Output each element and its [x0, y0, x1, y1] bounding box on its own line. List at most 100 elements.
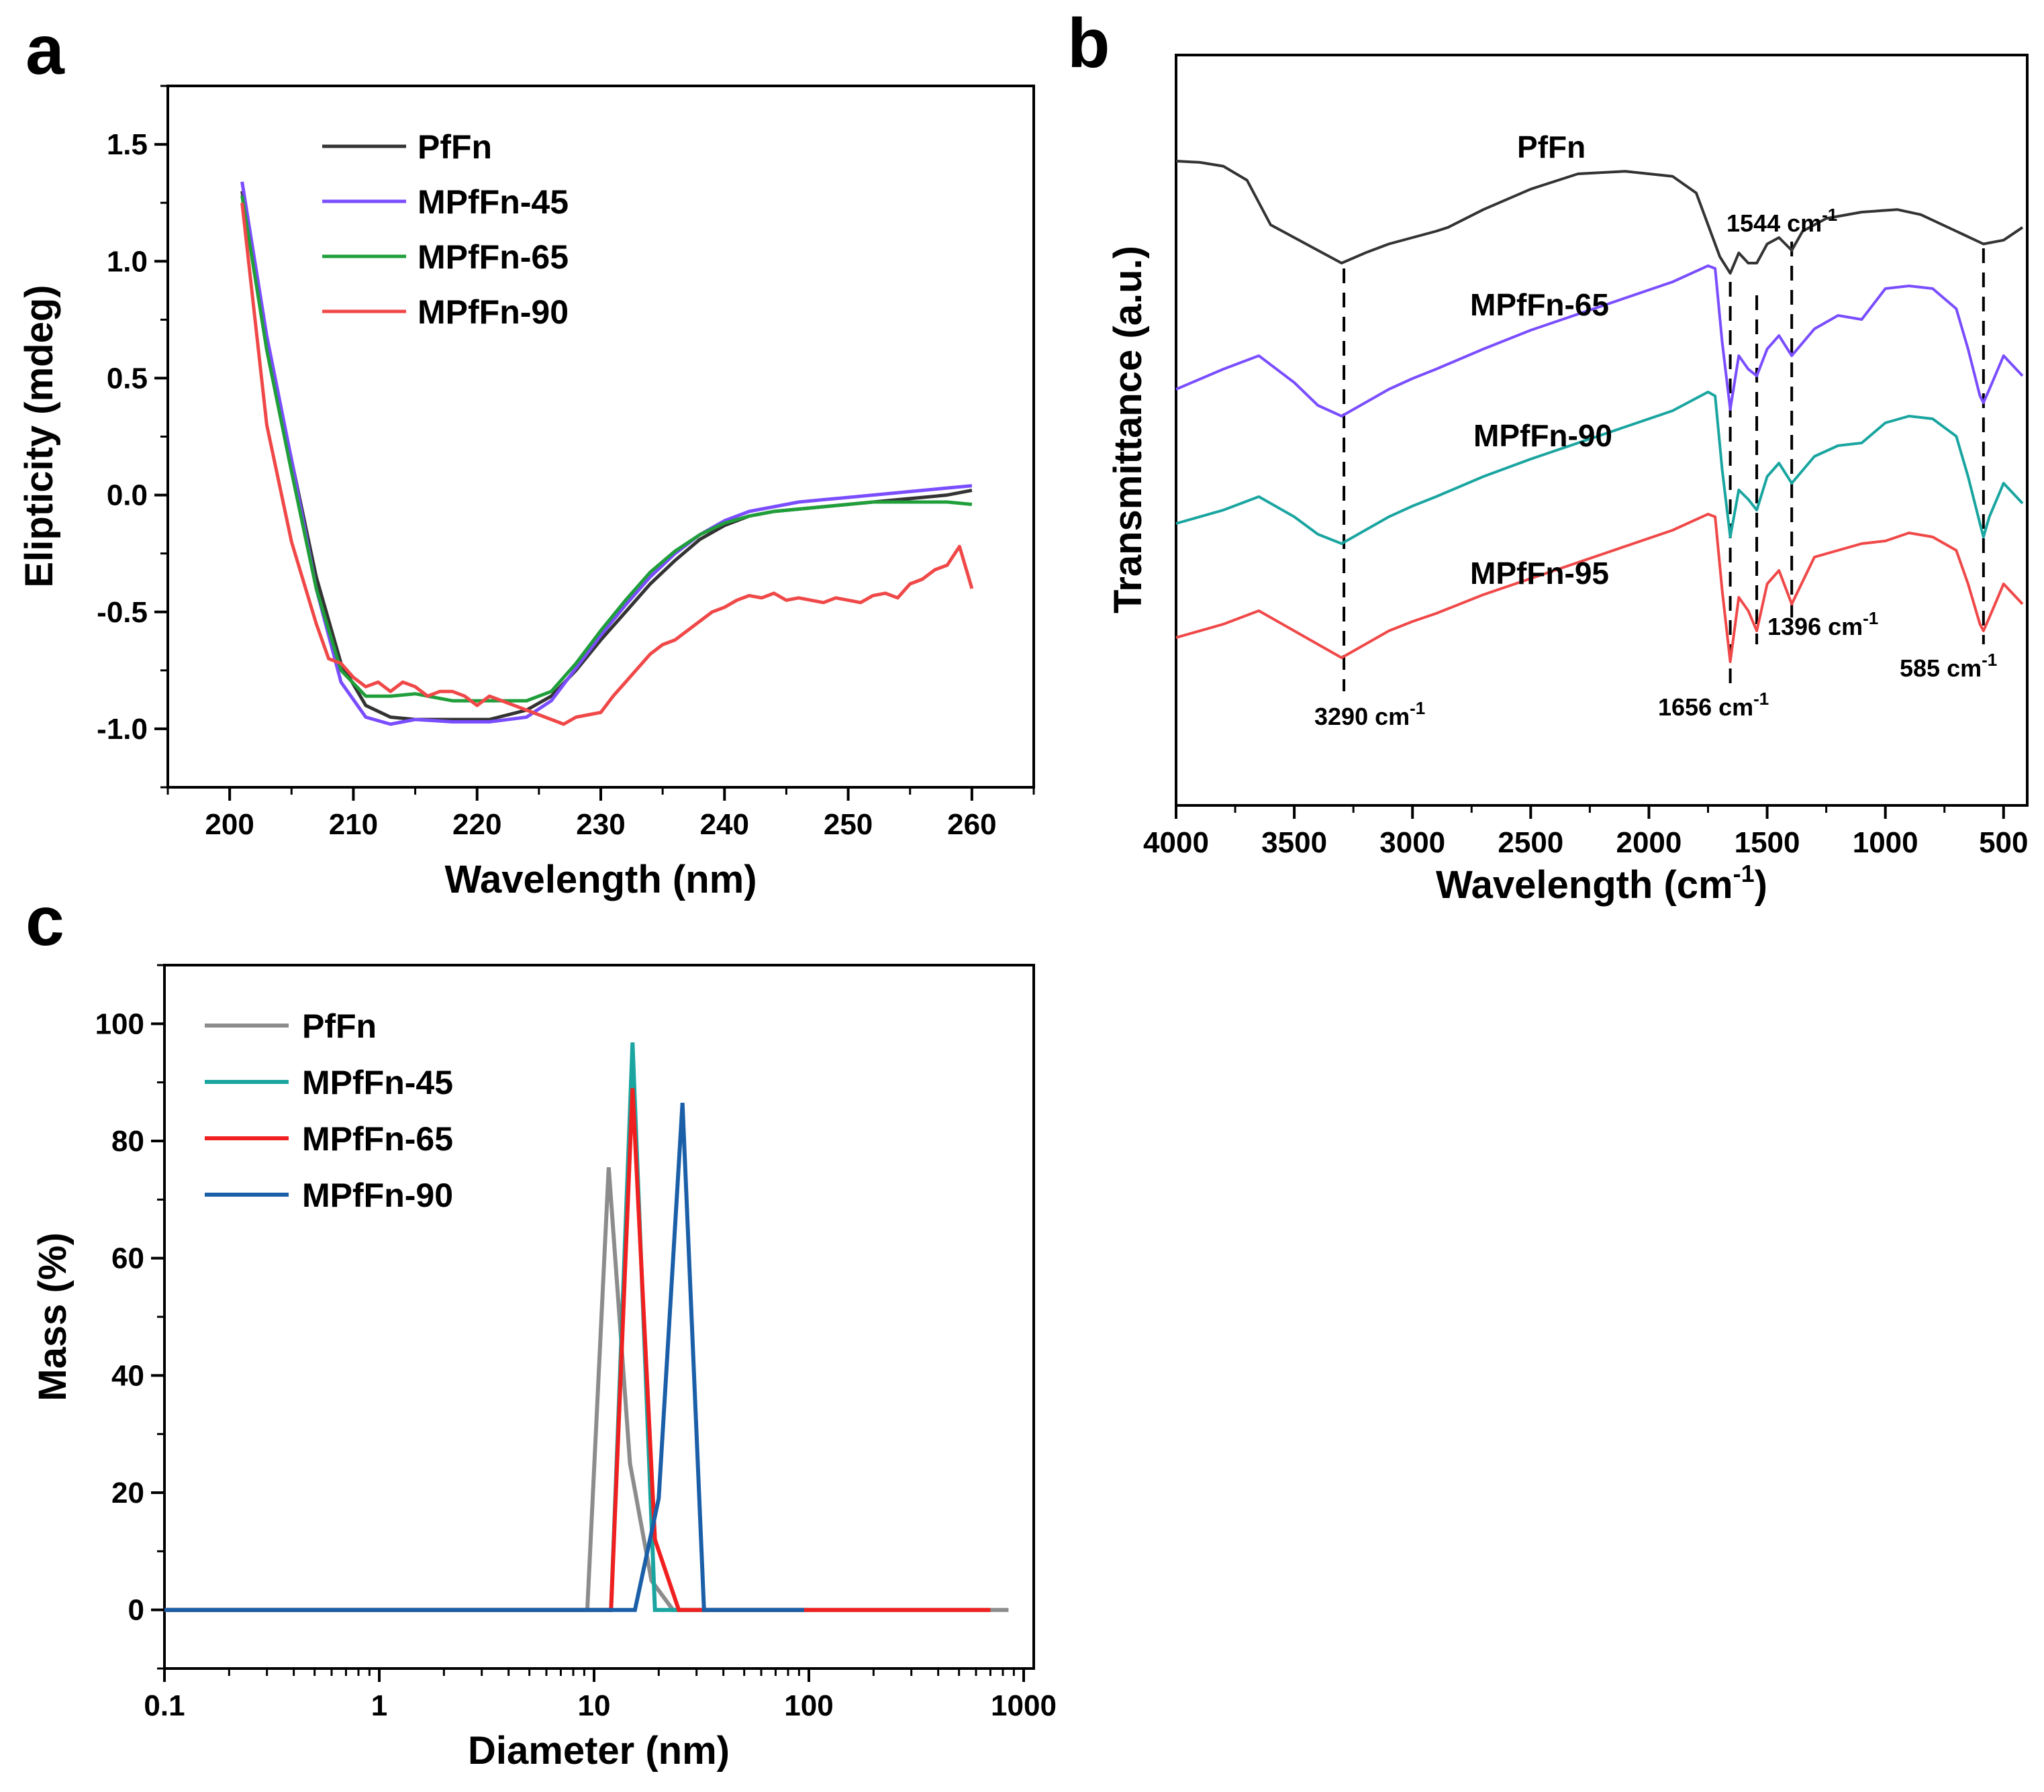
chart-panel-a: 200 210 220 230 240 250 260 -1.0 -0.5 0.0 0.5 1.0 1.… — [17, 85, 1035, 901]
y-tick-label-c-60: 60 — [111, 1242, 144, 1275]
legend-c: PfFn MPfFn-45 MPfFn-65 MPfFn-90 — [205, 1007, 453, 1214]
series-line-c-mpffn-90 — [164, 1103, 804, 1612]
trace-label-b-mpffn-95: MPfFn-95 — [1470, 556, 1609, 591]
y-axis-title-a: Elipticity (mdeg) — [17, 285, 61, 587]
y-tick-label-a-0: -1.0 — [97, 713, 148, 746]
legend-label-c-mpffn-90: MPfFn-90 — [302, 1177, 453, 1214]
x-tick-label-a-240: 240 — [700, 808, 749, 841]
x-tick-label-a-200: 200 — [205, 808, 254, 841]
x-axis-title-c: Diameter (nm) — [468, 1729, 730, 1773]
chart-panel-b: 4000 3500 3000 2500 2000 1500 1000 500 PfFn MPfF… — [1106, 54, 2029, 907]
x-tick-label-a-210: 210 — [329, 808, 378, 841]
annotation-1396: 1396 cm-1 — [1767, 608, 1878, 640]
annotation-text-1544: 1544 cm — [1726, 209, 1822, 237]
y-tick-label-c-80: 80 — [111, 1125, 144, 1158]
series-line-b-mpffn-90 — [1175, 391, 2024, 545]
x-tick-label-b-1000: 1000 — [1853, 826, 1918, 859]
y-tick-label-a-2: 0.0 — [107, 479, 148, 512]
x-axis-title-a: Wavelength (nm) — [444, 858, 757, 901]
x-tick-label-c-1: 1 — [371, 1689, 387, 1722]
x-tick-label-b-500: 500 — [1979, 826, 2028, 859]
annotation-text-585: 585 cm — [1900, 654, 1982, 682]
y-tick-label-c-40: 40 — [111, 1359, 144, 1392]
x-tick-label-b-1500: 1500 — [1735, 826, 1800, 859]
annotation-3290: 3290 cm-1 — [1314, 698, 1425, 730]
x-tick-label-b-2500: 2500 — [1498, 826, 1563, 859]
annotation-1656: 1656 cm-1 — [1658, 689, 1769, 721]
annotation-sup-1544: -1 — [1822, 205, 1837, 225]
x-tick-label-c-2: 10 — [578, 1689, 611, 1722]
trace-label-b-mpffn-65: MPfFn-65 — [1470, 287, 1609, 322]
x-tick-label-a-250: 250 — [824, 808, 873, 841]
y-axis-title-c: Mass (%) — [31, 1232, 75, 1401]
annotation-sup-585: -1 — [1982, 650, 1997, 670]
x-tick-label-b-2000: 2000 — [1616, 826, 1682, 859]
y-tick-label-c-20: 20 — [111, 1477, 144, 1509]
x-tick-label-a-220: 220 — [452, 808, 501, 841]
plot-frame-c — [163, 964, 1035, 1670]
legend-label-c-mpffn-45: MPfFn-45 — [302, 1064, 453, 1101]
annotation-sup-1396: -1 — [1863, 608, 1878, 628]
series-line-c-pffn — [164, 1167, 1009, 1612]
x-tick-label-b-4000: 4000 — [1143, 826, 1209, 859]
series-line-b-mpffn-65 — [1175, 264, 2024, 417]
legend-label-a-mpffn-45: MPfFn-45 — [418, 183, 569, 221]
plot-frame-a — [166, 85, 1035, 789]
y-tick-label-a-4: 1.0 — [107, 245, 148, 278]
x-tick-label-c-0: 0.1 — [144, 1689, 185, 1722]
legend-label-a-mpffn-65: MPfFn-65 — [418, 238, 569, 276]
annotation-text-1656: 1656 cm — [1658, 693, 1753, 721]
peak-markers-b — [1343, 242, 1985, 691]
series-line-b-mpffn-95 — [1175, 513, 2024, 663]
y-tick-label-c-100: 100 — [95, 1007, 144, 1040]
annotation-sup-3290: -1 — [1410, 698, 1425, 718]
annotation-585: 585 cm-1 — [1900, 650, 1997, 682]
axes-c: 0.1 1 10 100 1000 0 20 40 60 80 100 — [95, 964, 1057, 1722]
y-tick-label-a-3: 0.5 — [107, 362, 148, 395]
annotation-text-3290: 3290 cm — [1314, 703, 1410, 730]
series-lines-a — [240, 181, 974, 726]
x-tick-label-c-4: 1000 — [991, 1689, 1057, 1722]
y-tick-label-c-0: 0 — [128, 1594, 144, 1627]
legend-label-a-mpffn-90: MPfFn-90 — [418, 293, 569, 331]
x-axis-title-b-end: ) — [1755, 863, 1767, 907]
legend-label-c-mpffn-65: MPfFn-65 — [302, 1120, 453, 1158]
x-tick-label-a-230: 230 — [576, 808, 625, 841]
series-lines-c — [164, 1042, 1009, 1612]
panel-a-letter: a — [26, 11, 65, 89]
series-line-a-pffn — [240, 191, 973, 721]
trace-label-b-mpffn-90: MPfFn-90 — [1473, 418, 1612, 453]
series-line-c-mpffn-45 — [164, 1042, 809, 1612]
y-tick-label-a-1: -0.5 — [97, 596, 148, 629]
x-axis-title-b-main: Wavelength (cm — [1436, 863, 1733, 907]
x-tick-label-b-3500: 3500 — [1261, 826, 1327, 859]
legend-a: PfFn MPfFn-45 MPfFn-65 MPfFn-90 — [322, 128, 569, 331]
legend-label-a-pffn: PfFn — [418, 128, 492, 166]
panel-b-letter: b — [1067, 5, 1110, 83]
plot-frame-b — [1175, 54, 2029, 807]
series-line-b-pffn — [1175, 160, 2024, 275]
trace-labels-b: PfFn MPfFn-65 MPfFn-90 MPfFn-95 — [1470, 130, 1612, 591]
legend-label-c-pffn: PfFn — [302, 1007, 377, 1045]
chart-panel-c: 0.1 1 10 100 1000 0 20 40 60 80 100 PfFn MPfFn-45 MP… — [31, 964, 1057, 1773]
x-axis-title-b: Wavelength (cm-1) — [1436, 860, 1767, 907]
annotation-sup-1656: -1 — [1753, 689, 1769, 709]
series-line-a-mpffn-45 — [240, 181, 973, 726]
x-tick-label-b-3000: 3000 — [1379, 826, 1445, 859]
axes-a: 200 210 220 230 240 250 260 -1.0 -0.5 0.0 0.5 1.0 1.… — [97, 85, 1035, 841]
axes-b: 4000 3500 3000 2500 2000 1500 1000 500 — [1143, 805, 2028, 859]
series-line-c-mpffn-65 — [164, 1088, 991, 1612]
x-tick-label-a-260: 260 — [947, 808, 996, 841]
y-tick-label-a-5: 1.5 — [107, 128, 148, 161]
x-tick-label-c-3: 100 — [784, 1689, 833, 1722]
series-lines-b — [1175, 160, 2024, 663]
trace-label-b-pffn: PfFn — [1517, 130, 1586, 164]
y-axis-title-b: Transmittance (a.u.) — [1106, 246, 1150, 613]
x-axis-title-b-sup: -1 — [1733, 860, 1755, 887]
panel-c-letter: c — [26, 883, 64, 960]
series-line-a-mpffn-65 — [240, 195, 973, 703]
annotation-text-1396: 1396 cm — [1767, 613, 1863, 640]
series-line-a-mpffn-90 — [240, 202, 974, 726]
